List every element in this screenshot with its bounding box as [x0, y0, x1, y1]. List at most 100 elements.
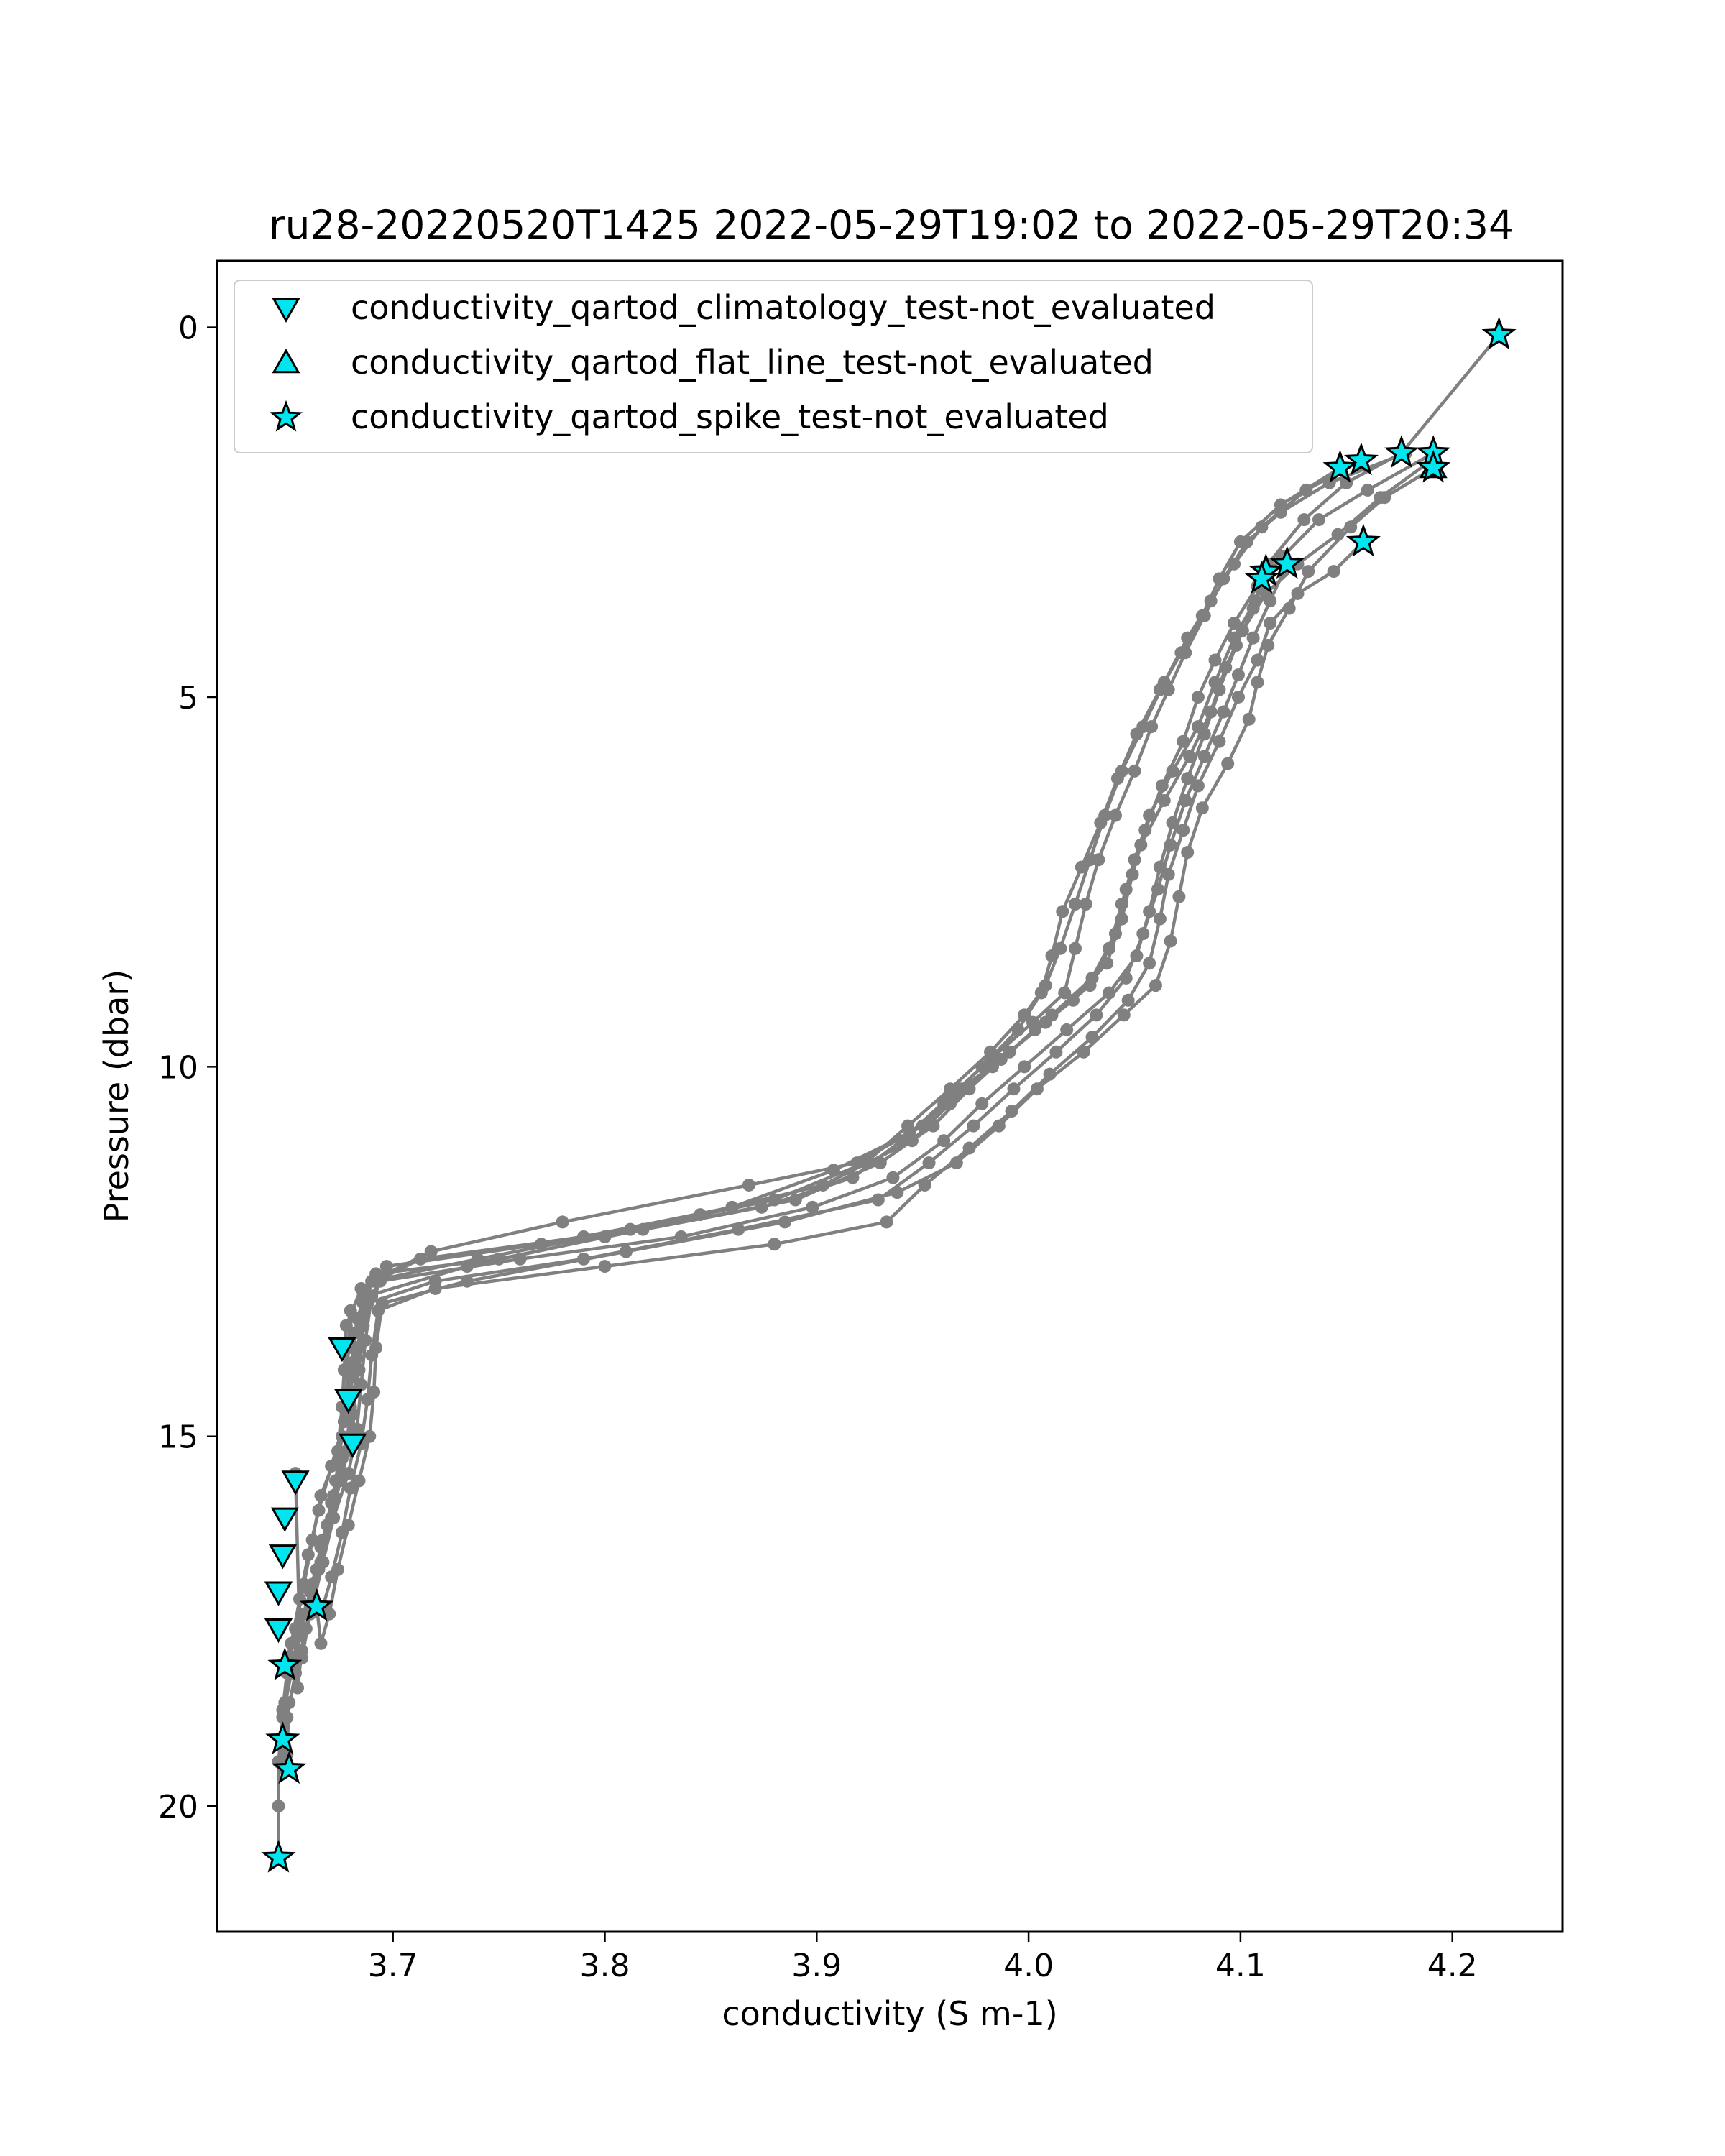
- profile-point: [1233, 535, 1247, 548]
- climatology-marker: [281, 1470, 310, 1496]
- profile-point: [1251, 676, 1264, 689]
- plot-frame: [216, 259, 1564, 1933]
- profile-point: [1034, 986, 1048, 1000]
- y-tick-label: 5: [178, 680, 198, 717]
- profile-point: [424, 1245, 438, 1258]
- profile-point: [1181, 772, 1195, 786]
- profile-point: [1011, 1023, 1025, 1036]
- profile-point: [1149, 979, 1162, 992]
- profile-point: [1049, 1045, 1063, 1059]
- spike-marker: [1346, 523, 1381, 557]
- profile-point: [1030, 1082, 1044, 1096]
- profile-point: [1231, 668, 1245, 682]
- y-axis-label: Pressure (dbar): [97, 969, 136, 1222]
- profile-point: [846, 1171, 860, 1184]
- profile-point: [365, 1348, 379, 1362]
- profile-point: [1213, 683, 1226, 696]
- profile-point: [312, 1503, 326, 1517]
- profile-point: [1054, 941, 1067, 955]
- profile-point: [901, 1119, 915, 1133]
- profile-point: [1291, 586, 1305, 600]
- profile-point: [1136, 927, 1150, 941]
- profile-point: [598, 1230, 612, 1243]
- profile-point: [513, 1252, 527, 1266]
- profile-point: [1110, 772, 1124, 786]
- profile-point: [1094, 816, 1108, 829]
- profile-point: [1126, 867, 1139, 881]
- profile-point: [1246, 631, 1260, 645]
- profile-point: [1230, 638, 1243, 652]
- spike-marker: [1244, 561, 1279, 594]
- profile-point: [871, 1193, 885, 1207]
- profile-point: [314, 1555, 328, 1569]
- profile-line-6: [283, 466, 1341, 1667]
- profile-point: [282, 1696, 296, 1710]
- x-axis-ticks: 3.7 3.8 3.9 4.0 4.1 4.2: [368, 1932, 1478, 1984]
- profile-point: [1264, 594, 1277, 608]
- profile-point: [806, 1200, 819, 1214]
- profile-point: [1195, 609, 1209, 622]
- profile-point: [380, 1260, 393, 1273]
- profile-point: [325, 1570, 339, 1584]
- climatology-marker: [334, 1389, 363, 1414]
- profile-point: [918, 1178, 932, 1192]
- profile-point: [361, 1393, 374, 1406]
- profile-point: [1213, 572, 1226, 586]
- profile-point: [1115, 912, 1128, 926]
- profile-point: [1327, 565, 1340, 579]
- climatology-marker: [264, 1581, 293, 1606]
- profile-point: [1177, 824, 1190, 837]
- profile-point: [1172, 890, 1186, 903]
- legend-label: conductivity_qartod_climatology_test-not…: [351, 288, 1215, 327]
- profile-point: [1090, 1008, 1103, 1022]
- profile-point: [1121, 993, 1135, 1007]
- profile-point: [975, 1060, 989, 1074]
- spike-marker: [1481, 316, 1517, 350]
- profile-point: [1151, 883, 1164, 896]
- chart-title: ru28-20220520T1425 2022-05-29T19:02 to 2…: [269, 202, 1514, 248]
- profile-point: [414, 1252, 428, 1266]
- legend: conductivity_qartod_climatology_test-not…: [234, 280, 1313, 453]
- profile-point: [1143, 957, 1156, 970]
- profile-point: [1297, 513, 1311, 527]
- profile-point: [1005, 1105, 1018, 1118]
- profile-point: [1058, 986, 1072, 1000]
- x-tick-label: 4.0: [1003, 1948, 1054, 1984]
- profile-point: [1177, 734, 1190, 748]
- y-tick-label: 15: [158, 1419, 198, 1456]
- profile-point: [1130, 727, 1144, 741]
- profile-point: [598, 1260, 612, 1273]
- profile-point: [895, 1134, 908, 1148]
- profile-point: [1174, 646, 1188, 660]
- spike-marker: [267, 1647, 303, 1681]
- profile-point: [1183, 750, 1197, 763]
- profile-point: [1119, 971, 1133, 985]
- profile-point: [577, 1252, 591, 1266]
- spike-marker: [1269, 545, 1305, 579]
- profile-point: [1191, 690, 1205, 704]
- profile-point: [1181, 846, 1195, 860]
- profile-point: [1060, 1023, 1074, 1036]
- spike-marker: [265, 1721, 300, 1754]
- profile-point: [361, 1296, 374, 1310]
- x-axis-label: conductivity (S m-1): [722, 1994, 1057, 2033]
- profile-point: [1108, 808, 1122, 822]
- climatology-marker: [264, 1618, 293, 1644]
- profile-point: [1378, 491, 1392, 505]
- profile-point: [1079, 898, 1092, 911]
- profile-point: [1217, 705, 1230, 719]
- y-tick-label: 20: [158, 1789, 198, 1825]
- profile-point: [1068, 898, 1082, 911]
- profile-point: [285, 1636, 298, 1650]
- profile-point: [1155, 779, 1169, 793]
- profile-point: [1128, 764, 1141, 778]
- climatology-marker: [268, 1544, 297, 1570]
- profile-point: [1164, 838, 1177, 852]
- profile-point: [344, 1481, 357, 1495]
- profile-point: [768, 1238, 781, 1251]
- profile-point: [325, 1511, 339, 1524]
- climatology-marker: [328, 1337, 356, 1363]
- profile-point: [732, 1222, 745, 1236]
- profile-point: [1007, 1082, 1021, 1096]
